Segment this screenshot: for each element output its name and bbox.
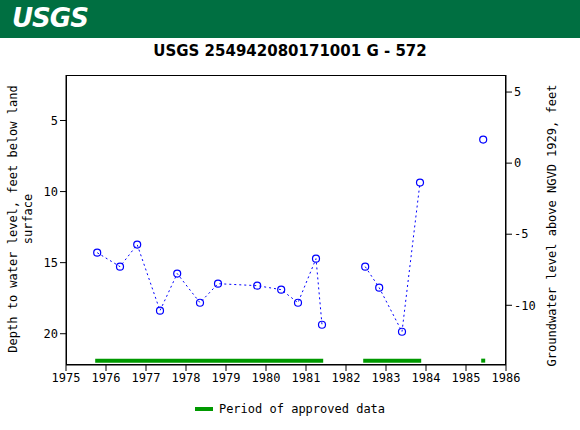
svg-text:1978: 1978: [172, 371, 201, 385]
svg-text:1977: 1977: [132, 371, 161, 385]
html-text:Depth to water level, feet bel: Depth to water level, feet below land su…: [6, 85, 35, 353]
svg-text:15: 15: [44, 256, 58, 270]
svg-text:5: 5: [51, 114, 58, 128]
html-text:Period of approved data: Period of approved data: [218, 402, 386, 416]
html-text:USGS: USGS: [12, 3, 88, 33]
svg-text:1986: 1986: [492, 371, 521, 385]
html-text:Groundwater level above NGVD 1: Groundwater level above NGVD 1929, feet: [544, 84, 559, 367]
svg-text:0: 0: [514, 156, 521, 170]
svg-text:1981: 1981: [292, 371, 321, 385]
svg-text:-5: -5: [514, 227, 528, 241]
svg-text:20: 20: [44, 327, 58, 341]
svg-text:1984: 1984: [412, 371, 441, 385]
svg-text:1985: 1985: [452, 371, 481, 385]
svg-text:1983: 1983: [372, 371, 401, 385]
svg-text:10: 10: [44, 185, 58, 199]
svg-text:1980: 1980: [252, 371, 281, 385]
svg-text:1979: 1979: [212, 371, 241, 385]
svg-text:5: 5: [514, 85, 521, 99]
html-text:USGS 254942080171001 G - 572: USGS 254942080171001 G - 572: [153, 42, 427, 60]
svg-text:1976: 1976: [92, 371, 121, 385]
svg-text:1975: 1975: [52, 371, 81, 385]
svg-text:1982: 1982: [332, 371, 361, 385]
svg-text:-10: -10: [514, 299, 536, 313]
